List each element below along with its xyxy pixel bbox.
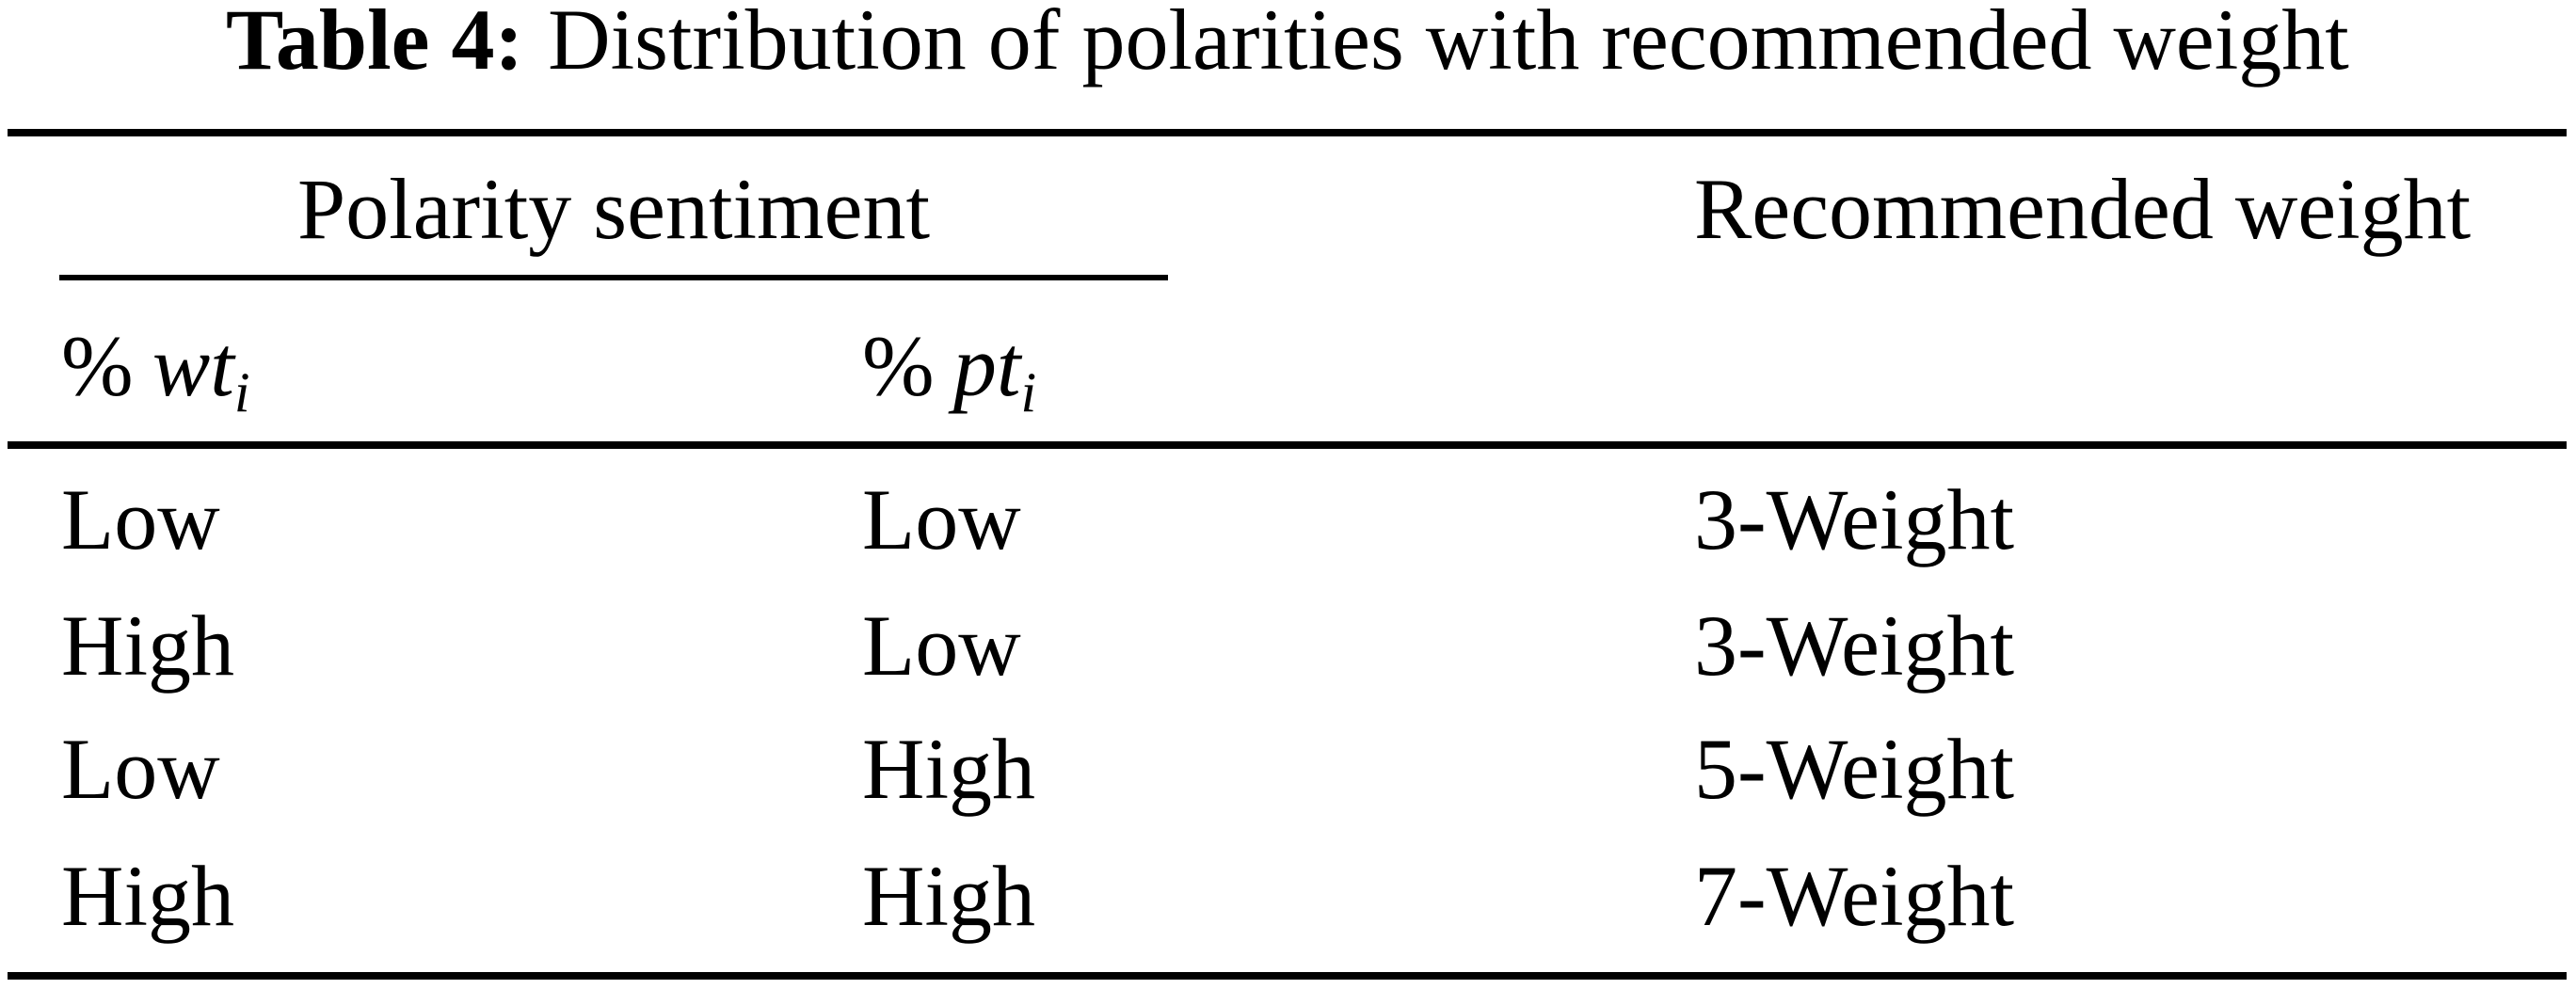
polarity-sentiment-cmidrule bbox=[59, 275, 1168, 280]
table-caption-label: Table 4: bbox=[226, 0, 524, 88]
wt-variable: wt bbox=[152, 318, 234, 414]
cell-wt-row2: High bbox=[61, 598, 234, 694]
cell-wt-row4: High bbox=[61, 848, 234, 944]
table-bottom-rule bbox=[8, 972, 2567, 980]
cell-pt-row2: Low bbox=[862, 598, 1021, 694]
cell-pt-row1: Low bbox=[862, 471, 1021, 567]
column-header-pct-pt: % pti bbox=[862, 323, 1036, 421]
table-caption: Table 4: Distribution of polarities with … bbox=[226, 0, 2349, 83]
column-header-pct-wt: % wti bbox=[61, 323, 249, 421]
cell-weight-row4: 7-Weight bbox=[1694, 848, 2015, 944]
cell-pt-row3: High bbox=[862, 721, 1035, 817]
pt-variable: pt bbox=[952, 318, 1021, 414]
table-caption-text: Distribution of polarities with recommen… bbox=[548, 0, 2349, 88]
wt-subscript: i bbox=[233, 360, 250, 423]
cell-wt-row1: Low bbox=[61, 471, 220, 567]
column-header-recommended-weight: Recommended weight bbox=[1694, 161, 2472, 257]
table-top-rule bbox=[8, 129, 2567, 136]
cell-weight-row3: 5-Weight bbox=[1694, 721, 2015, 817]
table-header-rule bbox=[8, 441, 2567, 449]
cell-wt-row3: Low bbox=[61, 721, 220, 817]
percent-sign: % bbox=[61, 318, 134, 414]
cell-weight-row1: 3-Weight bbox=[1694, 471, 2015, 567]
percent-sign: % bbox=[862, 318, 935, 414]
column-group-header-polarity-sentiment: Polarity sentiment bbox=[296, 161, 931, 257]
cell-weight-row2: 3-Weight bbox=[1694, 598, 2015, 694]
cell-pt-row4: High bbox=[862, 848, 1035, 944]
pt-subscript: i bbox=[1020, 360, 1037, 423]
